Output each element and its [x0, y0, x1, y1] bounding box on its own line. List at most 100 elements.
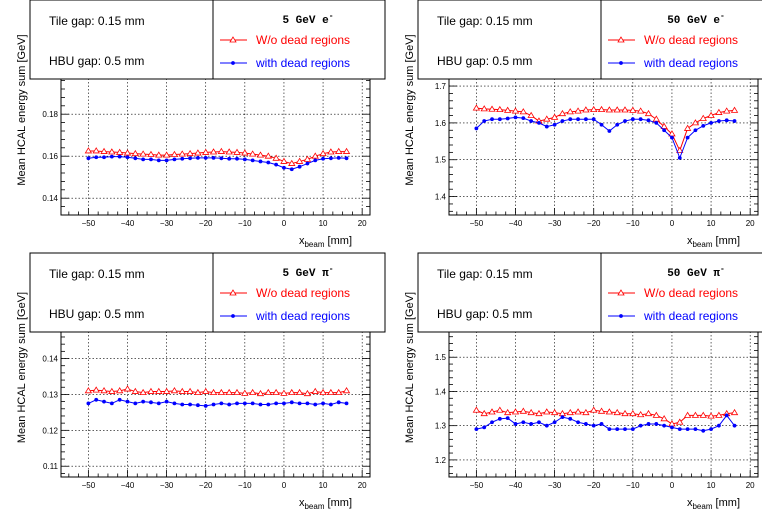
series-line-with-dead: [476, 414, 735, 432]
data-point-wo-dead: [202, 387, 210, 394]
data-point-with-dead: [529, 422, 534, 426]
data-point-with-dead: [560, 119, 565, 123]
x-axis-label-unit: [mm]: [325, 497, 353, 509]
data-point-wo-dead: [597, 407, 606, 414]
data-point-wo-dead: [342, 387, 351, 394]
y-tick-label: 1.2: [435, 456, 447, 465]
legend-marker-triangle: [617, 289, 625, 296]
data-point-wo-dead: [574, 107, 582, 114]
data-point-wo-dead: [691, 119, 700, 126]
data-point-with-dead: [732, 119, 737, 123]
data-point-with-dead: [529, 119, 534, 123]
data-point-wo-dead: [115, 148, 124, 155]
data-point-with-dead: [141, 399, 146, 404]
y-tick-label: 0.14: [42, 355, 58, 364]
y-tick-label: 1.7: [435, 82, 447, 91]
data-point-wo-dead: [636, 107, 645, 114]
x-axis-label-main: x: [299, 235, 305, 247]
data-point-wo-dead: [225, 148, 233, 155]
series-line-wo-dead: [476, 409, 735, 425]
data-point-wo-dead: [550, 408, 559, 416]
data-point-wo-dead: [131, 387, 140, 394]
data-point-wo-dead: [644, 409, 653, 417]
data-point-with-dead: [227, 402, 232, 407]
chart-panel-4: −50−40−30−20−10010201.21.31.41.51.61.7Me…: [404, 252, 762, 511]
data-point-with-dead: [709, 120, 713, 125]
data-point-wo-dead: [280, 389, 288, 396]
data-point-with-dead: [568, 416, 573, 421]
y-tick-label: 1.4: [435, 193, 447, 202]
data-point-with-dead: [552, 122, 557, 127]
data-point-with-dead: [242, 401, 247, 406]
data-point-wo-dead: [319, 149, 327, 157]
hbu-gap-text: HBU gap: 0.5 mm: [49, 307, 144, 321]
info-box-frame: [417, 252, 602, 333]
x-tick-label: −50: [470, 219, 484, 228]
data-point-with-dead: [321, 401, 325, 406]
data-point-with-dead: [482, 425, 487, 430]
tile-gap-text: Tile gap: 0.15 mm: [437, 267, 533, 281]
data-point-with-dead: [328, 156, 333, 161]
data-point-with-dead: [490, 117, 494, 122]
data-point-with-dead: [102, 155, 106, 160]
data-point-wo-dead: [582, 408, 590, 416]
data-point-wo-dead: [488, 105, 496, 112]
data-point-wo-dead: [644, 109, 653, 117]
legend-marker-circle: [231, 61, 235, 65]
legend-entry-label: W/o dead regions: [256, 33, 350, 47]
data-point-wo-dead: [629, 106, 637, 113]
data-point-wo-dead: [621, 106, 629, 113]
data-point-wo-dead: [676, 146, 684, 153]
data-point-with-dead: [646, 118, 651, 123]
data-point-with-dead: [336, 400, 341, 405]
data-point-wo-dead: [342, 147, 351, 154]
data-point-with-dead: [289, 400, 294, 405]
hbu-gap-text: HBU gap: 0.5 mm: [437, 54, 532, 68]
data-point-with-dead: [544, 423, 549, 428]
data-point-with-dead: [670, 135, 674, 140]
data-point-with-dead: [497, 117, 502, 122]
data-point-wo-dead: [550, 113, 559, 120]
data-point-wo-dead: [699, 114, 707, 121]
data-point-with-dead: [282, 165, 286, 170]
y-tick-label: 0.14: [42, 194, 58, 203]
x-tick-label: −40: [121, 219, 135, 228]
x-tick-label: −10: [238, 219, 252, 228]
info-box-frame: [29, 252, 214, 333]
data-point-wo-dead: [335, 147, 343, 154]
data-point-wo-dead: [590, 105, 598, 113]
data-point-wo-dead: [527, 408, 535, 416]
x-axis-label-unit: [mm]: [713, 235, 741, 247]
x-tick-label: 20: [746, 481, 755, 490]
data-point-with-dead: [482, 119, 487, 123]
data-point-wo-dead: [652, 411, 661, 418]
data-point-wo-dead: [582, 106, 590, 113]
y-tick-label: 1.6: [435, 119, 447, 128]
x-tick-label: 10: [707, 219, 716, 228]
data-point-with-dead: [250, 158, 255, 163]
info-box: Tile gap: 0.15 mm HBU gap: 0.5 mm: [29, 252, 214, 333]
data-point-with-dead: [583, 422, 588, 426]
data-point-wo-dead: [248, 150, 257, 157]
data-point-wo-dead: [574, 408, 582, 415]
legend-marker-circle: [619, 314, 623, 318]
data-point-wo-dead: [100, 387, 108, 394]
x-tick-label: −40: [121, 481, 135, 490]
x-tick-label: −10: [238, 481, 252, 490]
x-tick-label: −20: [587, 219, 601, 228]
x-tick-label: −30: [548, 481, 562, 490]
data-point-with-dead: [560, 415, 565, 420]
data-point-with-dead: [156, 158, 161, 163]
x-axis-label-main: x: [687, 235, 693, 247]
chart-panel-1: −50−40−30−20−10010200.140.160.180.20.22M…: [16, 0, 386, 249]
info-box-frame: [417, 0, 602, 80]
data-point-with-dead: [94, 155, 99, 160]
hbu-gap-text: HBU gap: 0.5 mm: [49, 54, 144, 68]
data-point-with-dead: [724, 413, 729, 418]
data-point-wo-dead: [92, 386, 100, 393]
data-point-with-dead: [591, 423, 596, 428]
series-line-wo-dead: [88, 150, 347, 165]
data-point-wo-dead: [100, 147, 108, 154]
legend-title: 5 GeV e-: [282, 12, 333, 27]
